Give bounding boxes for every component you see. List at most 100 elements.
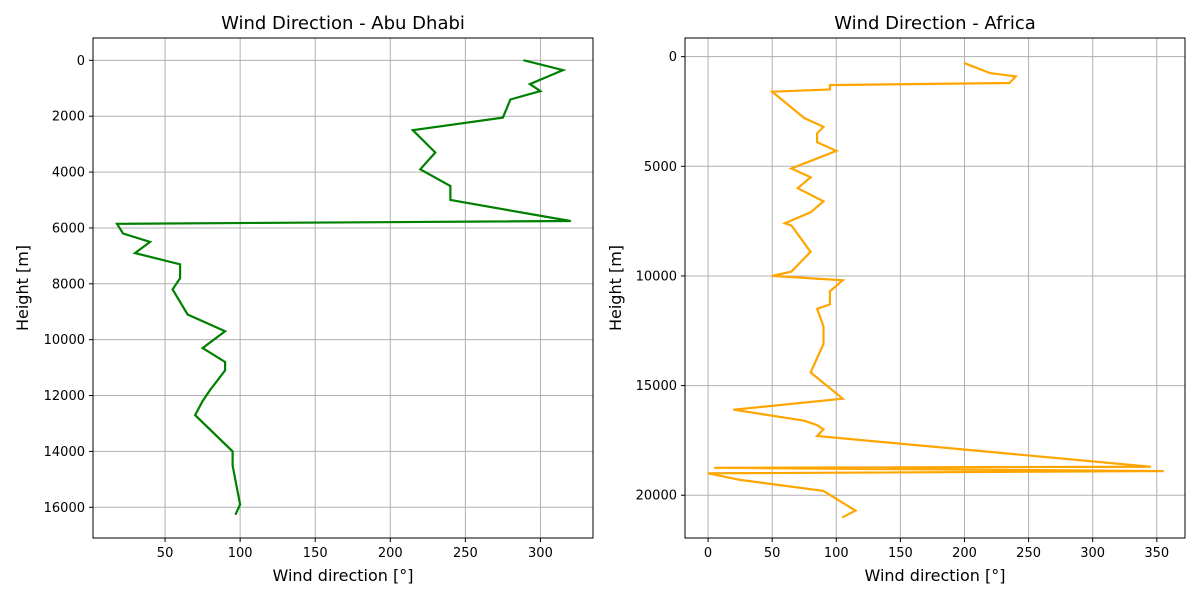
x-tick-label: 150 <box>303 546 328 561</box>
x-tick-label: 300 <box>1080 546 1105 561</box>
data-point-africa <box>835 150 838 152</box>
data-point-africa <box>803 117 805 119</box>
data-point-abu-dhabi <box>569 220 572 222</box>
y-tick-label: 14000 <box>44 445 85 460</box>
data-point-africa <box>784 222 786 225</box>
data-point-africa <box>829 88 831 91</box>
x-tick-label: 50 <box>764 546 781 561</box>
series-line-africa <box>707 62 1164 519</box>
y-axis-label-abu-dhabi: Height [m] <box>13 245 32 331</box>
y-tick-label: 4000 <box>52 166 85 181</box>
panel-abu-dhabi: 50 100 150 200 250 300 0 2000 4000 6000 8000 10000 1… <box>13 13 594 585</box>
data-point-africa <box>809 176 812 179</box>
data-point-africa <box>816 308 818 310</box>
data-point-abu-dhabi <box>224 330 226 333</box>
y-tick-label: 15000 <box>636 379 677 394</box>
y-tick-label: 10000 <box>44 333 85 348</box>
y-tick-label: 0 <box>77 54 85 69</box>
data-point-africa <box>816 435 818 437</box>
data-point-africa <box>816 424 818 426</box>
data-point-africa <box>809 211 812 214</box>
y-tick-label: 8000 <box>52 277 85 292</box>
ticks-africa: 0 50 100 150 200 250 300 350 0 5000 10000 15000 2000… <box>636 50 1170 561</box>
data-point-abu-dhabi <box>539 90 542 92</box>
x-tick-label: 250 <box>453 546 478 561</box>
x-tick-label: 100 <box>824 546 849 561</box>
grid-abu-dhabi <box>93 38 593 538</box>
y-tick-label: 5000 <box>644 160 677 175</box>
data-point-abu-dhabi <box>149 241 151 243</box>
data-point-africa <box>829 84 831 86</box>
series-africa <box>707 62 1164 519</box>
data-point-africa <box>809 251 812 253</box>
series-line-abu-dhabi <box>115 59 571 515</box>
y-tick-label: 6000 <box>52 221 85 236</box>
data-point-abu-dhabi <box>239 503 241 506</box>
data-point-africa <box>963 62 966 64</box>
data-point-africa <box>790 167 793 170</box>
data-point-africa <box>841 397 844 400</box>
series-abu-dhabi <box>115 59 572 516</box>
data-point-africa <box>841 516 844 518</box>
x-tick-label: 50 <box>157 546 174 561</box>
data-point-abu-dhabi <box>231 464 234 467</box>
x-tick-label: 100 <box>228 546 253 561</box>
data-point-abu-dhabi <box>224 369 226 372</box>
data-point-africa <box>739 479 741 481</box>
data-point-africa <box>803 419 805 422</box>
data-point-africa <box>854 509 857 512</box>
data-point-africa <box>771 90 773 93</box>
ticks-abu-dhabi: 50 100 150 200 250 300 0 2000 4000 6000 8000 10000 1… <box>44 54 553 561</box>
y-axis-label-africa: Height [m] <box>606 245 625 331</box>
data-point-abu-dhabi <box>449 199 452 201</box>
data-point-africa <box>771 275 773 277</box>
y-tick-label: 16000 <box>44 501 85 516</box>
data-point-abu-dhabi <box>194 414 196 416</box>
data-point-africa <box>822 428 825 431</box>
chart-title-africa: Wind Direction - Africa <box>834 13 1036 34</box>
data-point-africa <box>829 303 831 306</box>
data-point-africa <box>841 279 844 282</box>
data-point-abu-dhabi <box>134 252 136 254</box>
data-point-africa <box>797 187 799 189</box>
data-point-abu-dhabi <box>201 400 204 402</box>
grid-africa <box>685 38 1185 538</box>
data-point-africa <box>1149 465 1152 468</box>
data-point-abu-dhabi <box>509 98 512 101</box>
x-tick-label: 150 <box>888 546 913 561</box>
data-point-abu-dhabi <box>122 232 124 235</box>
data-point-africa <box>816 132 818 135</box>
data-point-abu-dhabi <box>434 151 437 154</box>
data-point-africa <box>790 270 793 273</box>
data-point-abu-dhabi <box>171 288 174 291</box>
data-point-abu-dhabi <box>179 277 181 280</box>
data-point-abu-dhabi <box>201 347 204 349</box>
plot-frame-africa <box>684 37 1186 539</box>
y-tick-label: 0 <box>669 50 677 65</box>
data-point-abu-dhabi <box>186 313 189 316</box>
x-tick-label: 250 <box>1016 546 1041 561</box>
y-tick-label: 10000 <box>636 269 677 284</box>
data-point-africa <box>816 141 818 143</box>
data-point-africa <box>822 200 825 203</box>
x-axis-label-abu-dhabi: Wind direction [°] <box>273 566 414 585</box>
data-point-abu-dhabi <box>224 361 226 363</box>
data-point-abu-dhabi <box>419 168 422 171</box>
data-point-africa <box>822 490 825 492</box>
data-point-africa <box>822 126 825 128</box>
data-point-africa <box>1015 75 1017 78</box>
x-tick-label: 200 <box>378 546 403 561</box>
plot-frame-abu-dhabi <box>92 37 594 539</box>
data-point-abu-dhabi <box>449 185 452 187</box>
x-tick-label: 300 <box>528 546 553 561</box>
y-tick-label: 20000 <box>636 489 677 504</box>
data-point-abu-dhabi <box>562 69 564 71</box>
data-point-abu-dhabi <box>116 223 118 225</box>
y-tick-label: 2000 <box>52 110 85 125</box>
data-point-abu-dhabi <box>209 389 211 391</box>
x-tick-label: 350 <box>1144 546 1169 561</box>
data-point-africa <box>989 72 991 74</box>
data-point-abu-dhabi <box>523 59 525 62</box>
data-point-abu-dhabi <box>412 129 414 131</box>
